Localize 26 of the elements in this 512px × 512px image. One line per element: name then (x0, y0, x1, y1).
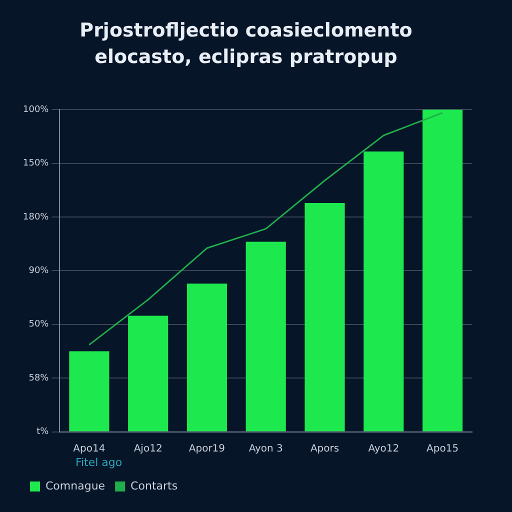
bar (364, 151, 404, 432)
legend-label: Comnague (46, 479, 106, 492)
text: 150% (22, 158, 50, 169)
text: 180% (22, 212, 50, 222)
chart-subtitle: elocasto, eclipras pratropup (94, 46, 398, 68)
text: 100% (22, 104, 50, 115)
x-tick-label: Apo15 (426, 443, 459, 454)
bar (422, 110, 463, 432)
bar (69, 351, 110, 432)
legend-label: Contarts (130, 479, 178, 492)
x-tick-label: Ayon 3 (248, 443, 283, 454)
bar (186, 284, 227, 432)
bar (128, 316, 168, 432)
text: 50% (28, 320, 50, 330)
text: 90% (28, 266, 50, 276)
x-tick-label: Apor19 (188, 443, 226, 454)
chart-title: Prjostrofljectio coasieclomento (80, 19, 412, 42)
x-tick-label: Ayo12 (368, 443, 400, 454)
text: t% (36, 427, 50, 438)
legend-title: Fitel ago (75, 456, 122, 470)
x-tick-label: Apors (310, 443, 340, 454)
x-tick-label: Ajo12 (134, 443, 162, 454)
bar (246, 242, 286, 432)
bar (304, 203, 345, 432)
x-tick-label: Apo14 (73, 443, 106, 454)
text: 58% (28, 373, 50, 384)
